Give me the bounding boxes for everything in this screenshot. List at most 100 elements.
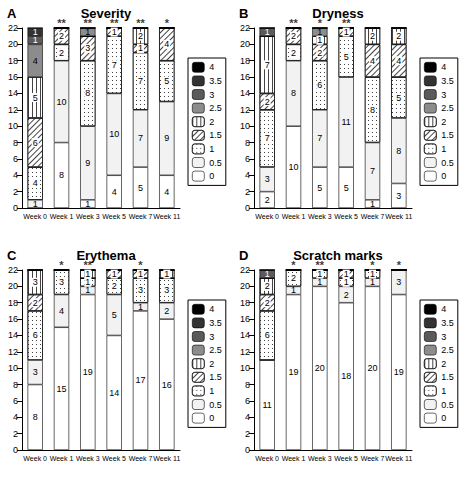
svg-text:5: 5 xyxy=(317,183,322,193)
svg-text:0: 0 xyxy=(209,171,214,181)
svg-text:14: 14 xyxy=(8,88,18,98)
svg-text:3.5: 3.5 xyxy=(209,76,222,86)
svg-text:20: 20 xyxy=(315,363,325,373)
svg-text:Week 5: Week 5 xyxy=(334,213,358,220)
svg-text:3: 3 xyxy=(209,332,214,342)
svg-text:4: 4 xyxy=(13,170,18,180)
svg-text:2: 2 xyxy=(396,31,401,41)
svg-text:20: 20 xyxy=(367,363,377,373)
svg-text:3: 3 xyxy=(33,367,38,377)
svg-text:Week 5: Week 5 xyxy=(102,455,126,462)
svg-text:Week 5: Week 5 xyxy=(102,213,126,220)
svg-text:2: 2 xyxy=(164,306,169,316)
svg-text:8: 8 xyxy=(396,146,401,156)
svg-text:Week 3: Week 3 xyxy=(308,213,332,220)
svg-text:0: 0 xyxy=(441,171,446,181)
svg-text:4: 4 xyxy=(245,412,250,422)
svg-text:14: 14 xyxy=(240,88,250,98)
svg-text:5: 5 xyxy=(164,76,169,86)
svg-text:10: 10 xyxy=(56,97,66,107)
svg-text:*: * xyxy=(165,17,170,29)
svg-text:Week 0: Week 0 xyxy=(255,213,279,220)
svg-text:6: 6 xyxy=(33,330,38,340)
svg-text:7: 7 xyxy=(138,133,143,143)
svg-text:22: 22 xyxy=(8,265,18,275)
svg-text:2: 2 xyxy=(265,97,270,107)
svg-text:1: 1 xyxy=(33,27,38,37)
svg-text:17: 17 xyxy=(135,375,145,385)
svg-text:6: 6 xyxy=(245,396,250,406)
svg-text:7: 7 xyxy=(112,60,117,70)
svg-text:Week 7: Week 7 xyxy=(361,455,385,462)
svg-text:Erythema: Erythema xyxy=(76,248,136,263)
svg-text:C: C xyxy=(7,248,17,263)
svg-text:B: B xyxy=(239,6,248,21)
svg-text:16: 16 xyxy=(162,380,172,390)
svg-text:4: 4 xyxy=(59,306,64,316)
svg-text:6: 6 xyxy=(265,330,270,340)
svg-text:A: A xyxy=(7,6,17,21)
svg-text:19: 19 xyxy=(288,367,298,377)
svg-text:8: 8 xyxy=(291,88,296,98)
svg-text:3: 3 xyxy=(138,285,143,295)
svg-text:1: 1 xyxy=(317,27,322,37)
svg-text:**: ** xyxy=(136,17,145,29)
svg-text:3: 3 xyxy=(33,277,38,287)
svg-text:1: 1 xyxy=(344,269,349,279)
svg-text:1: 1 xyxy=(265,269,270,279)
svg-text:1: 1 xyxy=(209,386,214,396)
svg-text:1: 1 xyxy=(441,386,446,396)
svg-text:5: 5 xyxy=(112,310,117,320)
svg-text:0: 0 xyxy=(13,445,18,455)
svg-text:*: * xyxy=(59,259,64,271)
svg-text:2: 2 xyxy=(291,48,296,58)
svg-text:4: 4 xyxy=(441,304,446,314)
svg-text:2: 2 xyxy=(291,273,296,283)
svg-text:Week 0: Week 0 xyxy=(255,455,279,462)
svg-text:Week 5: Week 5 xyxy=(334,455,358,462)
svg-text:6: 6 xyxy=(245,154,250,164)
svg-text:2: 2 xyxy=(317,48,322,58)
svg-text:4: 4 xyxy=(441,62,446,72)
svg-text:10: 10 xyxy=(109,129,119,139)
svg-text:1: 1 xyxy=(138,302,143,312)
svg-text:7: 7 xyxy=(265,60,270,70)
svg-text:10: 10 xyxy=(240,121,250,131)
svg-text:4: 4 xyxy=(33,56,38,66)
svg-text:1.5: 1.5 xyxy=(441,130,454,140)
svg-text:3: 3 xyxy=(209,90,214,100)
svg-text:8: 8 xyxy=(370,105,375,115)
svg-text:5: 5 xyxy=(33,93,38,103)
svg-text:1: 1 xyxy=(370,199,375,209)
svg-text:22: 22 xyxy=(8,23,18,33)
svg-text:1: 1 xyxy=(85,27,90,37)
svg-text:Severity: Severity xyxy=(81,6,132,21)
svg-text:3: 3 xyxy=(441,90,446,100)
svg-text:1: 1 xyxy=(85,199,90,209)
svg-text:2: 2 xyxy=(13,429,18,439)
svg-text:1: 1 xyxy=(291,285,296,295)
svg-text:8: 8 xyxy=(59,170,64,180)
svg-text:4: 4 xyxy=(209,62,214,72)
svg-text:2: 2 xyxy=(59,31,64,41)
svg-text:2: 2 xyxy=(245,429,250,439)
svg-text:1: 1 xyxy=(112,269,117,279)
svg-text:10: 10 xyxy=(288,162,298,172)
svg-text:D: D xyxy=(239,248,248,263)
svg-text:1: 1 xyxy=(138,269,143,279)
svg-text:*: * xyxy=(397,259,402,271)
svg-text:5: 5 xyxy=(396,93,401,103)
svg-text:2: 2 xyxy=(265,195,270,205)
svg-text:8: 8 xyxy=(13,138,18,148)
svg-text:22: 22 xyxy=(240,23,250,33)
svg-text:Week 7: Week 7 xyxy=(129,455,153,462)
svg-text:6: 6 xyxy=(13,396,18,406)
svg-text:18: 18 xyxy=(8,298,18,308)
svg-text:2: 2 xyxy=(370,31,375,41)
svg-text:11: 11 xyxy=(341,117,350,127)
svg-text:7: 7 xyxy=(317,133,322,143)
svg-text:4: 4 xyxy=(164,187,169,197)
svg-text:8: 8 xyxy=(33,412,38,422)
svg-text:19: 19 xyxy=(394,367,404,377)
svg-text:2: 2 xyxy=(265,298,270,308)
